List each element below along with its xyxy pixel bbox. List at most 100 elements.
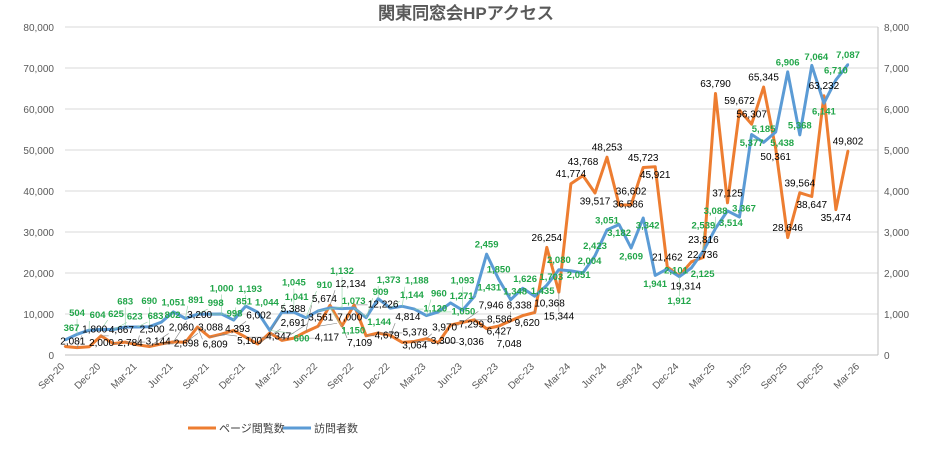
pageviews-data-label: 43,768 — [568, 157, 599, 168]
label-leader-line — [197, 308, 208, 315]
pageviews-point — [629, 203, 633, 207]
y-right-tick-label: 6,000 — [884, 105, 909, 116]
pageviews-data-label: 37,125 — [712, 188, 743, 199]
visitors-data-label: 683 — [148, 311, 164, 322]
y-left-tick-label: 50,000 — [23, 146, 54, 157]
series-lines — [63, 63, 850, 350]
pageviews-data-label: 28,646 — [772, 223, 803, 234]
pageviews-point — [352, 303, 356, 307]
visitors-point — [256, 310, 259, 314]
visitors-point — [654, 274, 657, 277]
pageviews-point — [846, 149, 850, 153]
visitors-data-label: 3,088 — [704, 206, 728, 217]
pageviews-data-label: 26,254 — [532, 233, 563, 244]
visitors-point — [569, 269, 573, 273]
pageviews-point — [581, 174, 585, 177]
label-leader-line — [76, 335, 83, 348]
visitors-point — [581, 271, 585, 275]
x-tick-label: Sep-23 — [470, 361, 501, 392]
pageviews-data-label: 7,946 — [479, 300, 504, 311]
x-tick-label: Dec-22 — [362, 361, 393, 392]
label-leader-line — [426, 299, 432, 316]
pageviews-data-label: 63,790 — [700, 79, 731, 90]
pageviews-data-label: 1,800 — [82, 324, 107, 335]
y-left-tick-label: 20,000 — [23, 269, 54, 280]
pageviews-data-label: 4,679 — [375, 330, 400, 341]
y-left-tick-label: 60,000 — [23, 105, 54, 116]
legend-label-pageviews: ページ閲覧数 — [219, 421, 285, 435]
visitors-data-label: 3,342 — [636, 220, 660, 231]
visitors-point — [617, 223, 621, 226]
label-leader-line — [317, 306, 342, 312]
x-tick-label: Sep-22 — [326, 361, 357, 392]
y-left-tick-label: 0 — [48, 351, 54, 362]
pageviews-data-label: 3,064 — [402, 340, 427, 351]
visitors-point — [738, 215, 741, 219]
pageviews-point — [316, 325, 320, 328]
visitors-point — [641, 216, 645, 220]
pageviews-point — [762, 85, 765, 89]
pageviews-data-label: 2,081 — [60, 337, 85, 348]
pageviews-point — [449, 323, 452, 327]
label-leader-lines — [76, 216, 716, 348]
visitors-point — [521, 287, 524, 290]
pageviews-point — [641, 166, 645, 169]
label-leader-line — [305, 305, 312, 332]
visitors-line — [64, 63, 850, 342]
visitors-point — [533, 294, 536, 298]
label-leader-line — [329, 290, 336, 306]
visitors-data-label: 1,271 — [450, 291, 474, 302]
pageviews-data-label: 3,088 — [198, 322, 223, 333]
visitors-data-label: 1,132 — [330, 266, 354, 277]
pageviews-point — [786, 236, 789, 239]
x-tick-label: Dec-20 — [73, 361, 104, 392]
pageviews-data-label: 12,134 — [335, 279, 366, 290]
y-right-tick-label: 7,000 — [884, 64, 909, 75]
pageviews-point — [798, 191, 801, 194]
x-tick-label: Sep-25 — [759, 361, 790, 392]
pageviews-data-label: 4,814 — [395, 312, 420, 323]
pageviews-point — [834, 208, 838, 211]
x-tick-label: Sep-24 — [615, 361, 646, 392]
pageviews-data-label: 5,388 — [281, 304, 306, 315]
x-tick-label: Jun-24 — [580, 361, 610, 391]
visitors-data-label: 1,120 — [423, 304, 447, 315]
visitors-data-label: 2,539 — [692, 220, 716, 231]
x-tick-label: Mar-23 — [398, 361, 428, 391]
x-tick-label: Mar-21 — [109, 361, 139, 391]
x-tick-label: Sep-21 — [181, 361, 212, 392]
visitors-data-label: 3,182 — [607, 228, 631, 239]
pageviews-data-label: 65,345 — [748, 73, 779, 84]
legend: ページ閲覧数 訪問者数 — [188, 421, 358, 435]
x-tick-label: Jun-23 — [435, 361, 465, 391]
x-tick-label: Dec-24 — [651, 361, 682, 392]
pageviews-point — [437, 341, 440, 344]
pageviews-data-label: 6,427 — [487, 327, 512, 338]
visitors-data-label: 5,377 — [740, 138, 764, 149]
visitors-data-label: 600 — [294, 333, 310, 344]
pageviews-data-label: 8,586 — [487, 314, 512, 325]
visitors-point — [316, 309, 320, 313]
visitors-data-label: 1,150 — [341, 326, 365, 337]
pageviews-data-label: 39,564 — [785, 178, 816, 189]
visitors-point — [774, 130, 777, 134]
visitors-point — [605, 228, 609, 232]
x-tick-label: Dec-21 — [217, 361, 248, 392]
visitors-data-label: 3,367 — [732, 204, 756, 215]
label-leader-line — [474, 293, 478, 297]
pageviews-data-label: 63,232 — [809, 81, 840, 92]
pageviews-data-label: 3,970 — [432, 323, 457, 334]
visitors-data-label: 3,514 — [719, 218, 743, 229]
label-leader-line — [353, 307, 368, 318]
pageviews-point — [593, 191, 597, 195]
visitors-data-label: 5,438 — [770, 138, 794, 149]
pageviews-data-label: 6,002 — [246, 310, 271, 321]
x-tick-label: Dec-23 — [506, 361, 537, 392]
visitors-point — [678, 275, 681, 278]
pageviews-point — [196, 325, 199, 329]
label-leader-line — [100, 319, 108, 330]
visitors-data-label: 1,050 — [452, 306, 476, 317]
visitors-point — [449, 301, 452, 305]
visitors-data-label: 6,710 — [824, 65, 848, 76]
